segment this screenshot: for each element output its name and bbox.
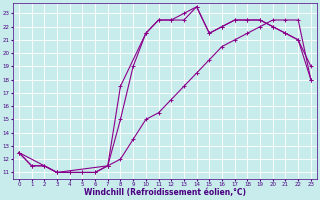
X-axis label: Windchill (Refroidissement éolien,°C): Windchill (Refroidissement éolien,°C) xyxy=(84,188,246,197)
